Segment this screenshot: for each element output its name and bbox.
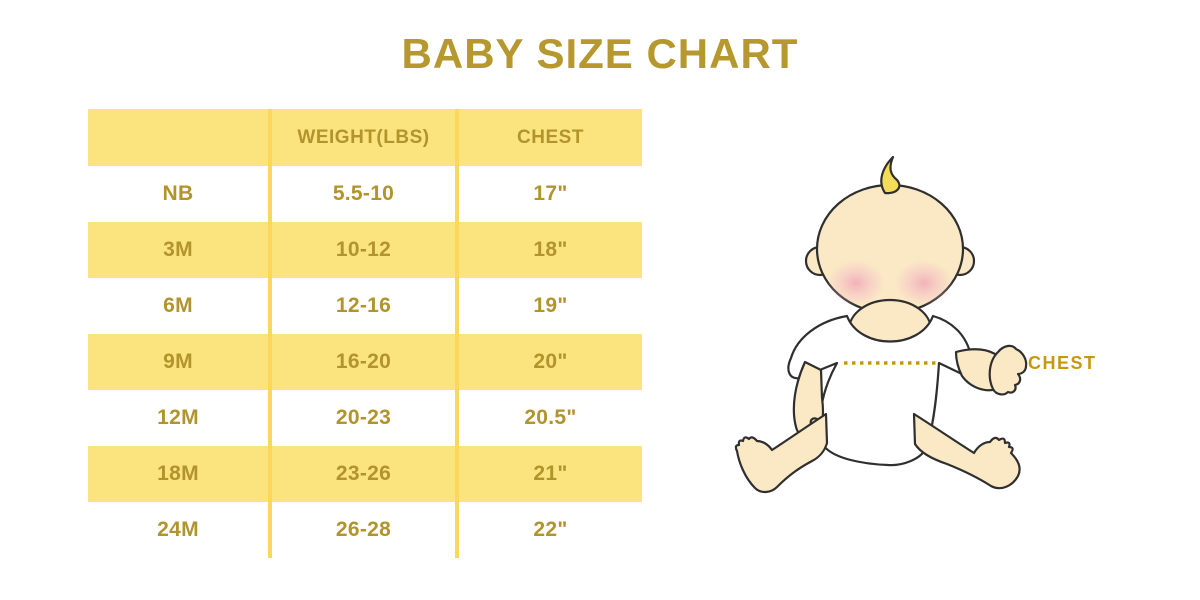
chest-cell: 20.5" bbox=[455, 390, 642, 446]
size-cell: NB bbox=[162, 182, 194, 205]
baby-sitting-icon bbox=[734, 155, 1028, 494]
weight-cell: 5.5-10 bbox=[268, 166, 455, 222]
baby-fist-right bbox=[988, 344, 1028, 396]
size-cell: 18M bbox=[157, 462, 199, 485]
weight-cell: 20-23 bbox=[268, 390, 455, 446]
chest-cell: 20" bbox=[455, 334, 642, 390]
size-cell: 12M bbox=[157, 406, 199, 429]
header-chest: CHEST bbox=[455, 109, 642, 166]
chest-cell: 19" bbox=[455, 278, 642, 334]
size-cell: 6M bbox=[163, 294, 193, 317]
chest-cell: 18" bbox=[455, 222, 642, 278]
chest-cell: 22" bbox=[455, 502, 642, 558]
page-title: BABY SIZE CHART bbox=[401, 30, 799, 77]
table-row: 6M 12-16 19" bbox=[88, 278, 642, 334]
size-cell: 24M bbox=[157, 518, 199, 541]
size-cell: 9M bbox=[163, 350, 193, 373]
weight-cell: 12-16 bbox=[268, 278, 455, 334]
chest-measure-label: CHEST bbox=[1028, 353, 1097, 373]
header-weight: WEIGHT(LBS) bbox=[268, 109, 455, 166]
size-cell: 3M bbox=[163, 238, 193, 261]
table-row: 3M 10-12 18" bbox=[88, 222, 642, 278]
baby-cheek-right bbox=[895, 260, 953, 306]
chest-cell: 17" bbox=[455, 166, 642, 222]
weight-cell: 23-26 bbox=[268, 446, 455, 502]
header-size bbox=[88, 109, 268, 166]
baby-leg-left bbox=[734, 412, 829, 494]
baby-arm-right bbox=[954, 348, 1000, 392]
chest-cell: 21" bbox=[455, 446, 642, 502]
weight-cell: 16-20 bbox=[268, 334, 455, 390]
weight-cell: 26-28 bbox=[268, 502, 455, 558]
table-row: 18M 23-26 21" bbox=[88, 446, 642, 502]
table-header-row: WEIGHT(LBS) CHEST bbox=[88, 109, 642, 166]
table-row: 12M 20-23 20.5" bbox=[88, 390, 642, 446]
baby-cheek-left bbox=[827, 260, 885, 306]
size-chart-table: WEIGHT(LBS) CHEST NB 5.5-10 17" 3M 10-12… bbox=[88, 109, 642, 558]
baby-leg-right bbox=[912, 412, 1021, 490]
table-row: 24M 26-28 22" bbox=[88, 502, 642, 558]
baby-hair-tuft bbox=[880, 155, 901, 195]
table-row: 9M 16-20 20" bbox=[88, 334, 642, 390]
baby-illustration bbox=[728, 142, 1040, 508]
table-row: NB 5.5-10 17" bbox=[88, 166, 642, 222]
weight-cell: 10-12 bbox=[268, 222, 455, 278]
